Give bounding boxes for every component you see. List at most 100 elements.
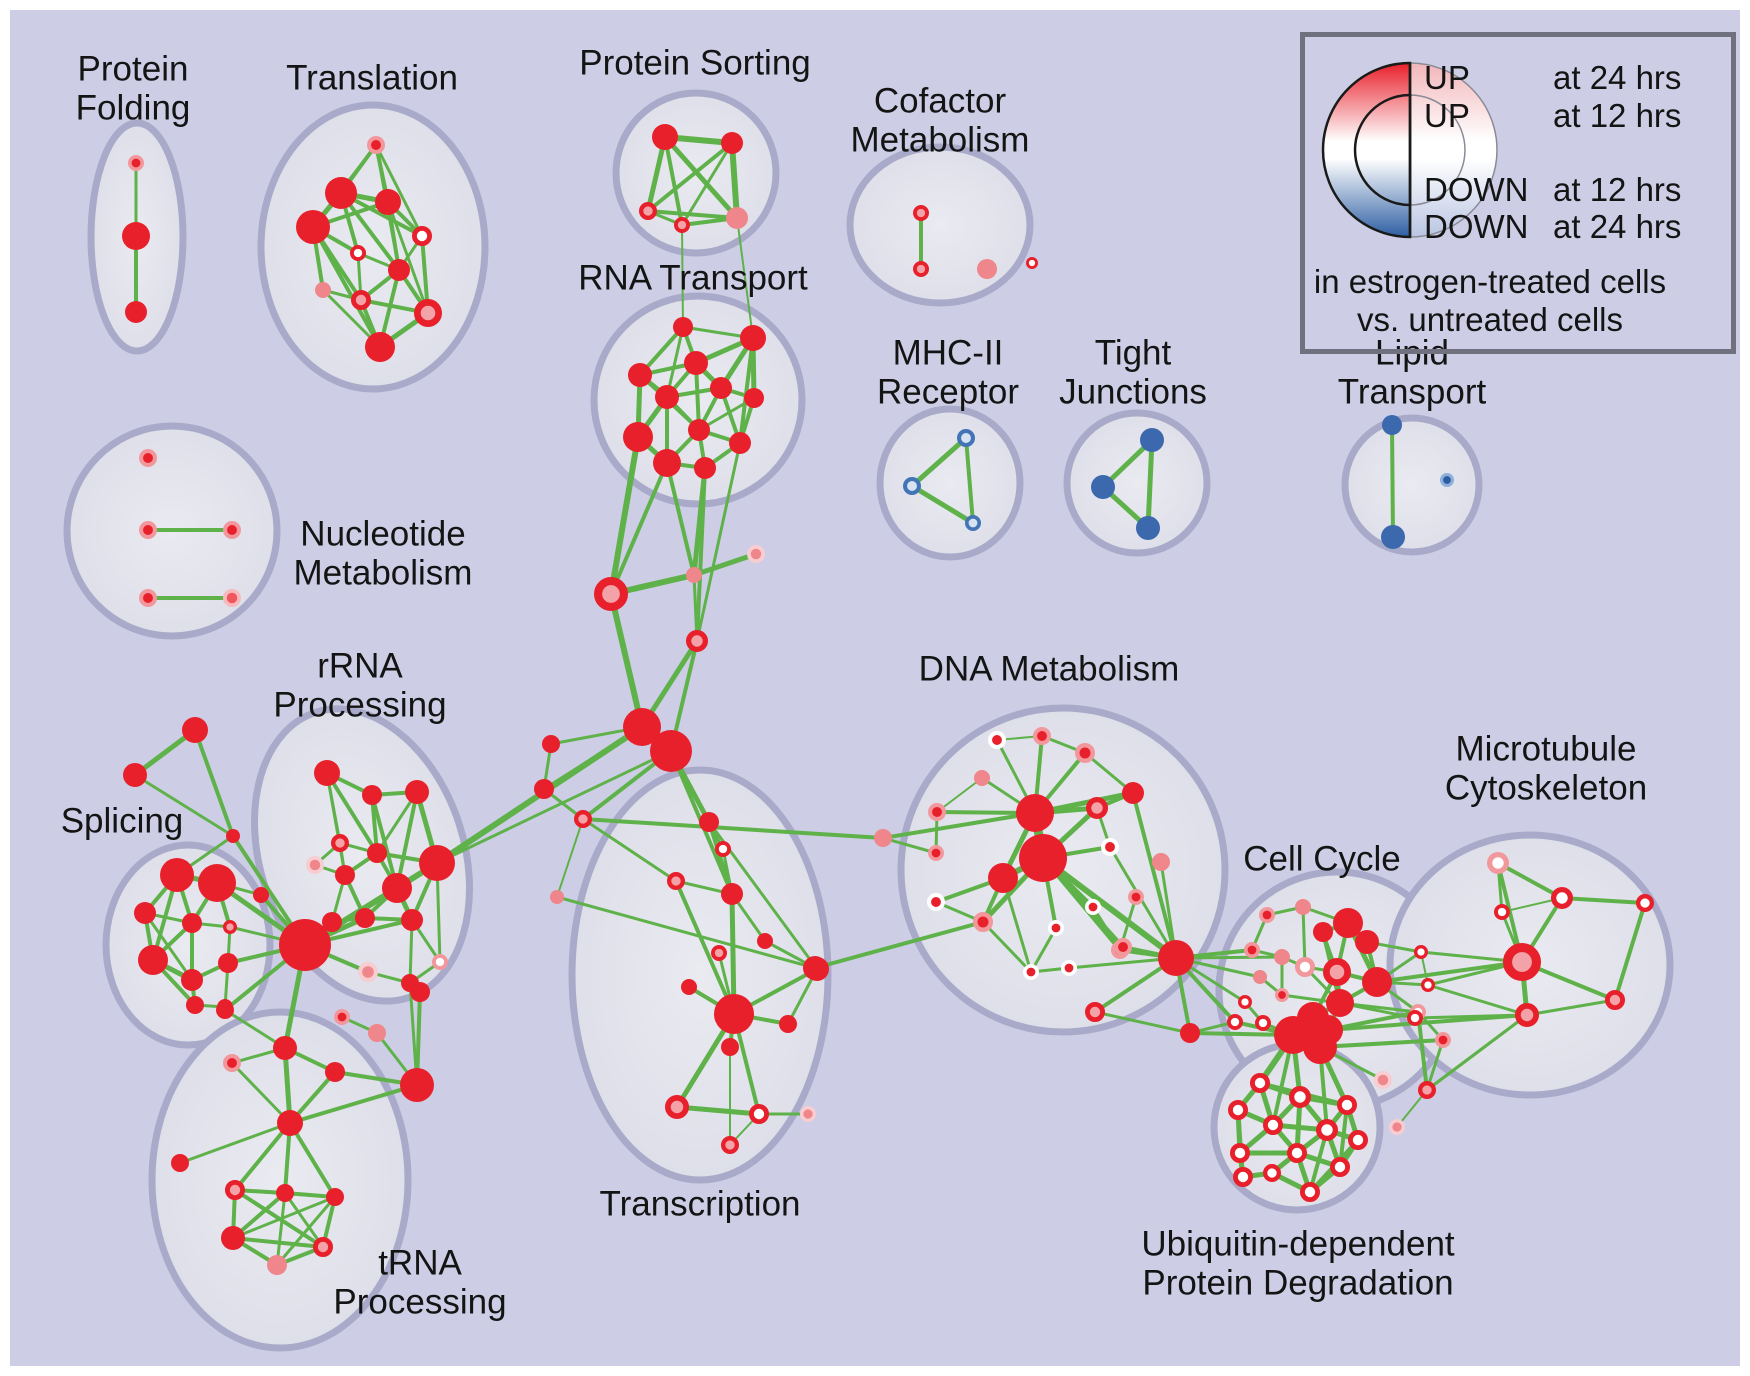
gene-node-d0 <box>988 731 1007 750</box>
cluster-label-splicing: Splicing <box>61 801 184 840</box>
gene-node-g9 <box>1362 967 1392 997</box>
gene-node-ch1 <box>686 567 702 583</box>
cluster-label-transcription: Transcription <box>600 1184 801 1223</box>
interaction-edge <box>1093 1010 1192 1035</box>
interaction-edge <box>674 879 736 1016</box>
gene-node-v10 <box>681 979 697 995</box>
gene-node-q2 <box>405 780 429 804</box>
cluster-label-dna-metabolism: DNA Metabolism <box>919 649 1180 688</box>
gene-node-s0 <box>160 858 194 892</box>
gene-node-q7 <box>355 908 375 928</box>
gene-node-g5 <box>1244 941 1261 958</box>
interaction-edge <box>1426 983 1529 1017</box>
interaction-edge <box>608 591 645 730</box>
gene-node-d10 <box>1019 834 1067 882</box>
gene-node-r5 <box>710 377 732 399</box>
gene-node-q0 <box>314 760 340 786</box>
legend-note-line1: in estrogen-treated cells <box>1313 263 1667 300</box>
legend-time-label: at 12 hrs <box>1553 171 1682 208</box>
gene-node-u10 <box>1233 1167 1254 1188</box>
gene-node-k1 <box>216 1001 234 1019</box>
gene-node-cm2 <box>977 259 997 279</box>
interaction-edge <box>1613 901 1647 1002</box>
gene-node-v2 <box>573 809 592 828</box>
interaction-edge <box>691 551 759 578</box>
gene-node-d25 <box>1114 938 1133 957</box>
interaction-edge <box>555 895 817 970</box>
gene-node-d24 <box>1180 1023 1200 1043</box>
gene-node-nm1 <box>138 521 157 540</box>
gene-node-s4 <box>222 919 237 934</box>
gene-node-u1 <box>1289 1086 1312 1109</box>
interaction-edge <box>608 434 641 597</box>
gene-node-x1 <box>123 763 147 787</box>
gene-node-t1 <box>325 177 357 209</box>
gene-node-k4 <box>333 1008 350 1025</box>
legend-box: UP at 24 hrs UP at 12 hrs DOWN at 12 hrs… <box>1300 32 1736 354</box>
gene-node-s9 <box>186 996 204 1014</box>
gene-node-g12 <box>1274 988 1289 1003</box>
gene-node-w1 <box>1551 887 1574 910</box>
gene-node-bh <box>279 919 331 971</box>
cluster-ellipse-cofactor-metabolism <box>846 143 1034 307</box>
interaction-edge <box>1131 791 1178 960</box>
interaction-edge <box>193 728 235 838</box>
interaction-edge <box>1413 1013 1529 1020</box>
gene-node-s6 <box>138 945 168 975</box>
gene-node-d8 <box>927 844 944 861</box>
gene-node-d27 <box>1085 1002 1106 1023</box>
gene-node-u3 <box>1228 1100 1249 1121</box>
gene-node-t4 <box>411 225 432 246</box>
interaction-edge <box>395 790 419 890</box>
gene-node-w6 <box>1515 1003 1540 1028</box>
gene-node-t10 <box>365 332 395 362</box>
gene-node-g20 <box>1414 944 1429 959</box>
gene-node-d18 <box>1128 888 1145 905</box>
cluster-ellipse-transcription <box>568 766 832 1184</box>
gene-node-nm0 <box>138 448 157 467</box>
gene-node-h3 <box>221 1226 245 1250</box>
gene-node-lt2 <box>1381 525 1405 549</box>
interaction-edge <box>435 749 673 865</box>
gene-node-pf1 <box>122 222 150 250</box>
cluster-label-microtubule-cytoskeleton: Microtubule Cytoskeleton <box>1445 729 1647 807</box>
gene-node-tj2 <box>1136 516 1160 540</box>
interaction-edge <box>230 1061 292 1125</box>
gene-node-g7 <box>1295 957 1316 978</box>
gene-node-d13 <box>1152 853 1170 871</box>
cluster-label-translation: Translation <box>286 58 458 97</box>
gene-node-g3 <box>1313 922 1333 942</box>
interaction-edge <box>909 483 976 526</box>
interaction-edge <box>936 777 983 813</box>
interaction-edge <box>1145 437 1155 531</box>
gene-node-q5 <box>367 843 387 863</box>
interaction-edge <box>681 224 684 328</box>
cluster-label-ubiquitin-degradation: Ubiquitin-dependent Protein Degradation <box>1141 1224 1455 1302</box>
gene-node-cm0 <box>912 204 929 221</box>
interaction-edge <box>556 818 584 898</box>
gene-node-g13 <box>1326 989 1354 1017</box>
gene-node-q9 <box>401 909 423 931</box>
gene-node-g14 <box>1227 1013 1244 1030</box>
gene-node-u11 <box>1263 1164 1282 1183</box>
legend-icon-ring <box>1353 93 1412 207</box>
cluster-label-rna-transport: RNA Transport <box>578 258 808 297</box>
interaction-edge <box>1040 855 1179 961</box>
gene-node-v9 <box>710 944 727 961</box>
gene-node-k9 <box>171 1154 189 1172</box>
interaction-edge <box>729 140 740 221</box>
interaction-edge <box>339 191 401 272</box>
gene-node-g23 <box>1435 1032 1452 1049</box>
interaction-edge <box>408 981 419 1087</box>
gene-node-u5 <box>1316 1119 1339 1142</box>
gene-node-x2 <box>226 829 240 843</box>
interaction-edge <box>909 435 969 489</box>
gene-node-u6 <box>1348 1130 1369 1151</box>
gene-node-lt1 <box>1439 473 1454 488</box>
cluster-label-trna-processing: tRNA Processing <box>333 1243 506 1321</box>
gene-node-g8 <box>1322 957 1351 986</box>
legend-state-label: UP <box>1424 97 1470 134</box>
gene-node-d15 <box>973 912 993 932</box>
gene-node-q4 <box>306 856 325 875</box>
